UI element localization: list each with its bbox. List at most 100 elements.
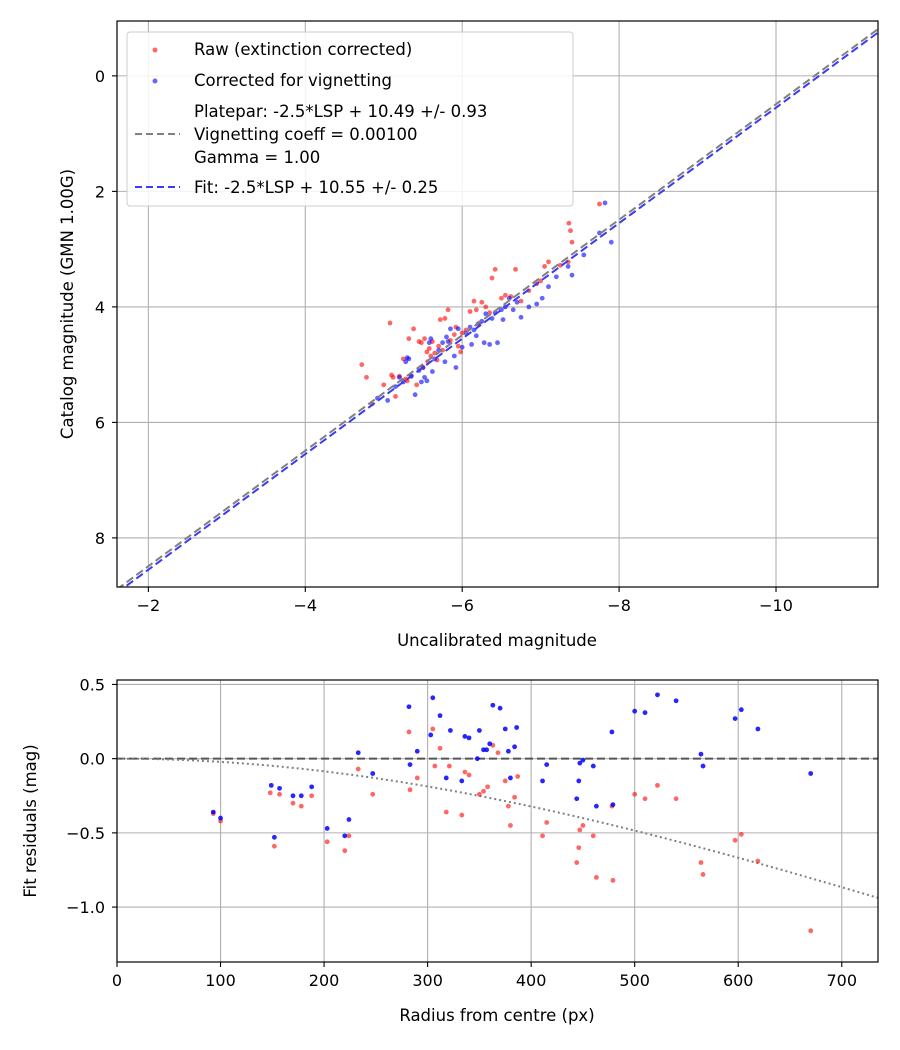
corrected-point (440, 340, 445, 346)
corrected-point (565, 264, 571, 269)
raw-point (359, 362, 365, 368)
corrected-residual-point (540, 778, 545, 784)
corrected-residual-point (298, 793, 304, 799)
raw-point (381, 382, 387, 388)
raw-point (492, 266, 498, 272)
corrected-residual-point (642, 710, 648, 716)
corrected-point (426, 340, 432, 346)
bottom-y-tick-label: 0.5 (80, 675, 105, 694)
raw-point (445, 307, 451, 313)
raw-point (455, 343, 461, 349)
raw-residual-point (324, 839, 330, 845)
corrected-point (451, 353, 457, 359)
corrected-point (397, 374, 402, 380)
bottom-x-tick-label: 200 (309, 971, 340, 990)
raw-residual-point (655, 782, 660, 788)
corrected-residual-point (576, 778, 582, 784)
raw-point (406, 336, 412, 342)
corrected-residual-point (655, 692, 660, 698)
corrected-point (487, 342, 493, 347)
corrected-residual-point (346, 817, 352, 822)
bottom-x-tick-label: 0 (112, 971, 122, 990)
corrected-residual-point (505, 748, 511, 754)
vignetting-curve (117, 757, 878, 899)
raw-residual-point (443, 809, 449, 815)
raw-residual-point (432, 763, 438, 769)
bottom-plot-data (117, 692, 878, 934)
raw-point (458, 349, 464, 355)
corrected-point (473, 333, 479, 339)
corrected-residual-point (324, 826, 330, 831)
raw-point (569, 239, 575, 245)
legend: Raw (extinction corrected) Corrected for… (126, 31, 574, 207)
raw-point (442, 316, 448, 321)
legend-marker-raw (152, 47, 158, 53)
legend-label-corrected: Corrected for vignetting (194, 71, 392, 90)
corrected-point (455, 326, 461, 332)
corrected-residual-point (309, 784, 315, 790)
raw-residual-point (481, 788, 486, 794)
raw-residual-point (370, 791, 376, 797)
bottom-plot: 0 100 200 300 400 500 600 700 0.5 0.0 −0.5 −1.0 Rad… (21, 675, 879, 1025)
raw-point (479, 299, 485, 305)
corrected-residual-point (218, 815, 223, 821)
raw-residual-point (485, 784, 491, 790)
corrected-residual-point (210, 809, 216, 815)
corrected-point (424, 378, 430, 384)
corrected-residual-point (514, 725, 520, 730)
corrected-point (489, 316, 495, 321)
corrected-point (442, 359, 448, 365)
corrected-residual-point (490, 702, 496, 708)
raw-residual-point (698, 860, 704, 865)
raw-residual-point (580, 823, 586, 828)
raw-residual-point (267, 790, 273, 796)
corrected-residual-point (632, 708, 638, 714)
raw-residual-point (466, 772, 472, 778)
corrected-residual-point (355, 750, 361, 756)
raw-residual-point (406, 729, 412, 735)
top-x-tick-label: −10 (759, 596, 793, 615)
corrected-residual-point (610, 802, 616, 808)
raw-residual-point (632, 791, 638, 797)
bottom-plot-frame (116, 679, 879, 963)
raw-point (437, 317, 443, 322)
corrected-residual-point (342, 833, 348, 839)
corrected-residual-point (755, 726, 761, 732)
corrected-point (608, 239, 614, 245)
corrected-residual-point (497, 705, 503, 711)
corrected-residual-point (459, 778, 465, 784)
corrected-residual-point (502, 726, 508, 732)
raw-point (499, 295, 504, 301)
raw-residual-point (590, 833, 596, 839)
corrected-residual-point (808, 771, 814, 776)
corrected-residual-point (577, 760, 583, 766)
corrected-residual-point (700, 763, 706, 769)
raw-point (518, 298, 524, 304)
legend-label-platepar-line2: Vignetting coeff = 0.00100 (194, 125, 418, 144)
corrected-point (546, 284, 551, 290)
raw-point (436, 343, 442, 349)
corrected-point (526, 304, 532, 310)
raw-residual-point (459, 812, 465, 818)
corrected-residual-point (487, 741, 493, 747)
corrected-residual-point (698, 751, 704, 757)
corrected-point (514, 299, 520, 305)
corrected-point (393, 384, 398, 389)
raw-residual-point (574, 860, 580, 865)
corrected-point (459, 344, 465, 350)
raw-residual-point (577, 827, 583, 833)
raw-point (390, 374, 396, 380)
top-y-axis-label: Catalog magnitude (GMN 1.00G) (58, 169, 77, 439)
raw-point (597, 201, 602, 207)
top-x-tick-label: −4 (293, 596, 317, 615)
corrected-residual-point (428, 732, 434, 738)
bottom-x-tick-label: 400 (516, 971, 547, 990)
corrected-residual-point (609, 729, 615, 735)
raw-residual-point (512, 794, 517, 800)
corrected-point (602, 200, 608, 206)
fit-line (123, 31, 878, 587)
raw-point (387, 320, 393, 326)
raw-residual-point (446, 763, 452, 769)
bottom-y-tick-label: −1.0 (66, 898, 105, 917)
corrected-residual-point (430, 695, 436, 701)
